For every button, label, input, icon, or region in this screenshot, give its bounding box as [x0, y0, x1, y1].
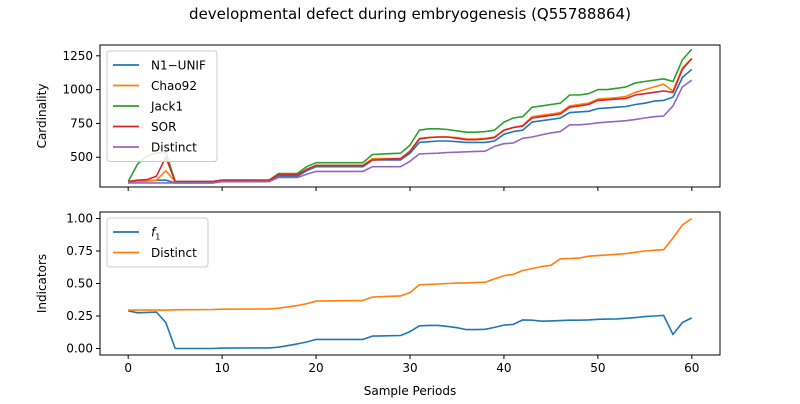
y-axis-label: Cardinality	[35, 84, 49, 149]
y-tick-label: 1.00	[66, 212, 93, 226]
x-tick-label: 0	[124, 361, 132, 375]
x-tick-label: 10	[214, 361, 229, 375]
chart-panel-2: 0 10 20 30 40 50 60 0.00 0.25 0.50 0.75 1.00 Indicat…	[35, 211, 721, 375]
x-tick-label: 30	[402, 361, 417, 375]
legend-label: f1	[151, 226, 160, 242]
x-axis-label: Sample Periods	[364, 384, 456, 398]
y-tick-label: 0.25	[66, 309, 93, 323]
legend-label: Distinct	[151, 246, 197, 260]
legend-label: Distinct	[151, 141, 197, 155]
x-tick-label: 40	[496, 361, 511, 375]
y-tick-label: 1250	[62, 49, 93, 63]
y-axis-label: Indicators	[35, 254, 49, 313]
x-tick-label: 20	[308, 361, 323, 375]
y-tick-label: 0.75	[66, 244, 93, 258]
legend: N1−UNIF Chao92 Jack1 SOR Distinct	[106, 50, 218, 162]
figure-title: developmental defect during embryogenesi…	[189, 5, 631, 23]
legend: f1 Distinct	[106, 217, 209, 268]
y-tick-label: 750	[70, 116, 93, 130]
legend-label: SOR	[151, 120, 176, 134]
y-tick-label: 1000	[62, 83, 93, 97]
series-line-1-5	[128, 79, 693, 184]
legend-box	[106, 217, 209, 268]
y-tick-label: 500	[70, 150, 93, 164]
series-line-1-4	[128, 57, 693, 183]
x-tick-label: 50	[590, 361, 605, 375]
chart-panel-1: 500 750 1000 1250 Cardinality N1−UNIF Chao92 Ja…	[35, 44, 721, 191]
x-tick-label: 60	[684, 361, 699, 375]
legend-label: N1−UNIF	[151, 59, 206, 73]
series-line-2-2	[128, 217, 693, 311]
series-line-2-1	[128, 310, 693, 350]
y-tick-label: 0.00	[66, 342, 93, 356]
legend-box	[106, 50, 218, 162]
y-tick-label: 0.50	[66, 277, 93, 291]
legend-label: Jack1	[150, 100, 183, 114]
legend-label: Chao92	[151, 79, 197, 93]
